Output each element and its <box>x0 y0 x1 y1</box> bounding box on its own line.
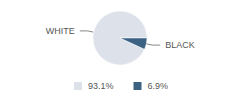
svg-text:WHITE: WHITE <box>46 26 75 36</box>
svg-text:93.1%: 93.1% <box>88 81 114 91</box>
svg-text:BLACK: BLACK <box>165 40 195 50</box>
svg-text:6.9%: 6.9% <box>148 81 169 91</box>
